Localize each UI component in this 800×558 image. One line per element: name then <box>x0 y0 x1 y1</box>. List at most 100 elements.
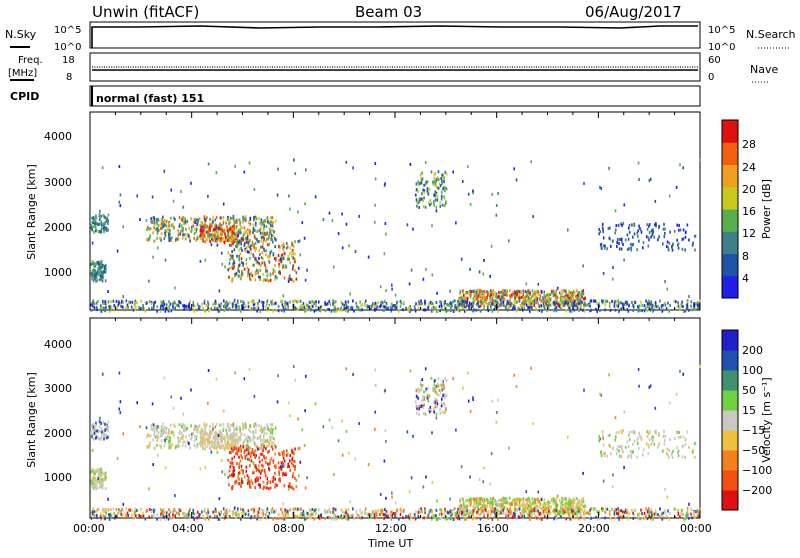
power-echo-point <box>651 306 653 309</box>
velocity-echo-point <box>268 450 270 453</box>
power-echo-point <box>275 257 277 260</box>
velocity-echo-point <box>444 411 446 414</box>
power-echo-point <box>295 299 297 302</box>
freq-label-line1: Freq. <box>18 55 43 66</box>
power-echo-point <box>627 233 629 236</box>
velocity-echo-point <box>473 510 475 513</box>
power-echo-point <box>480 305 482 308</box>
power-ytick-1000: 1000 <box>44 266 72 279</box>
power-echo-point <box>244 268 246 271</box>
power-echo-point <box>306 269 308 272</box>
power-echo-point <box>619 247 621 250</box>
velocity-echo-point <box>473 505 475 508</box>
power-echo-point <box>676 224 678 227</box>
power-echo-point <box>441 305 443 308</box>
power-echo-point <box>526 291 528 294</box>
power-echo-point <box>273 253 275 256</box>
power-echo-point <box>450 308 452 311</box>
power-echo-point <box>572 293 574 296</box>
velocity-echo-point <box>219 431 221 434</box>
power-echo-point <box>584 310 586 313</box>
power-echo-point <box>207 306 209 309</box>
power-echo-point <box>683 237 685 240</box>
power-echo-point <box>631 301 633 304</box>
power-echo-point <box>100 260 102 263</box>
power-echo-point <box>329 212 331 215</box>
velocity-echo-point <box>235 438 237 441</box>
power-echo-point <box>349 292 351 295</box>
velocity-echo-point <box>547 504 549 507</box>
velocity-echo-point <box>492 497 494 500</box>
power-echo-point <box>223 299 225 302</box>
power-echo-point <box>692 244 694 247</box>
velocity-echo-point <box>278 479 280 482</box>
velocity-echo-point <box>423 398 425 401</box>
power-echo-point <box>260 239 262 242</box>
velocity-echo-point <box>99 425 101 428</box>
power-echo-point <box>238 248 240 251</box>
power-echo-point <box>343 304 345 307</box>
velocity-echo-point <box>577 505 579 508</box>
velocity-echo-point <box>527 502 529 505</box>
velocity-echo-point <box>272 507 274 510</box>
power-echo-point <box>256 217 258 220</box>
power-echo-point <box>563 289 565 292</box>
velocity-echo-point <box>202 433 204 436</box>
power-colorbar-block <box>722 165 738 188</box>
power-echo-point <box>621 248 623 251</box>
power-echo-point <box>607 300 609 303</box>
power-echo-point <box>202 240 204 243</box>
velocity-echo-point <box>253 425 255 428</box>
power-echo-point <box>149 300 151 303</box>
power-echo-point <box>341 309 343 312</box>
power-echo-point <box>215 218 217 221</box>
power-echo-point <box>278 305 280 308</box>
power-echo-point <box>219 305 221 308</box>
power-echo-point <box>314 301 316 304</box>
velocity-echo-point <box>618 518 620 521</box>
power-echo-point <box>285 264 287 267</box>
power-echo-point <box>437 196 439 199</box>
velocity-echo-point <box>441 404 443 407</box>
power-echo-point <box>679 163 681 166</box>
power-echo-point <box>278 254 280 257</box>
velocity-echo-point <box>219 446 221 449</box>
power-echo-point <box>434 173 436 176</box>
power-echo-point <box>296 271 298 274</box>
power-echo-point <box>253 307 255 310</box>
power-echo-point <box>612 278 614 281</box>
power-echo-point <box>412 228 414 231</box>
power-echo-point <box>402 308 404 311</box>
velocity-echo-point <box>422 406 424 409</box>
power-echo-point <box>136 194 138 197</box>
power-echo-point <box>631 223 633 226</box>
power-echo-point <box>688 295 690 298</box>
velocity-echo-point <box>485 509 487 512</box>
power-echo-point <box>283 243 285 246</box>
power-echo-point <box>627 308 629 311</box>
power-echo-point <box>647 305 649 308</box>
power-echo-point <box>237 245 239 248</box>
velocity-echo-point <box>202 447 204 450</box>
velocity-echo-point <box>540 507 542 510</box>
nsky-tick-bottom: 10^0 <box>54 42 81 53</box>
power-echo-point <box>674 230 676 233</box>
velocity-echo-point <box>224 440 226 443</box>
velocity-echo-point <box>443 387 445 390</box>
power-echo-point <box>236 255 238 258</box>
power-echo-point <box>617 299 619 302</box>
power-echo-point <box>259 253 261 256</box>
power-echo-point <box>618 224 620 227</box>
velocity-echo-point <box>150 424 152 427</box>
velocity-echo-point <box>259 456 261 459</box>
power-echo-point <box>109 308 111 311</box>
power-echo-point <box>218 227 220 230</box>
velocity-echo-point <box>92 426 94 429</box>
power-echo-point <box>647 228 649 231</box>
power-echo-point <box>101 221 103 224</box>
velocity-echo-point <box>267 440 269 443</box>
velocity-echo-point <box>161 439 163 442</box>
power-echo-point <box>249 273 251 276</box>
velocity-echo-point <box>528 510 530 513</box>
velocity-echo-point <box>223 437 225 440</box>
